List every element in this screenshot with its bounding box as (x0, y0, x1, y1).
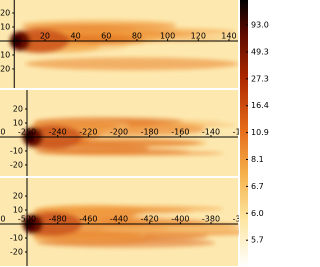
y-tick-label: -10 (0, 50, 10, 59)
colorbar-tick-label: 5.7 (251, 236, 264, 245)
panel: -280 -260 -240 -220 -200 -180 -160 -140 -120 -20 -… (0, 90, 251, 176)
x-tick-label: -160 (171, 127, 189, 136)
y-tick-label: 10 (13, 119, 23, 128)
x-tick-label: -260 (18, 127, 36, 136)
y-tick-label: -20 (10, 248, 23, 257)
plume (21, 117, 238, 156)
colorbar-tick-label: 27.3 (251, 74, 269, 83)
colorbar-tick-label: 16.4 (251, 101, 269, 110)
x-tick-label: 80 (132, 31, 142, 40)
x-tick-label: 40 (71, 31, 81, 40)
x-tick-label: 100 (160, 31, 175, 40)
x-tick-label: -220 (79, 127, 97, 136)
plume (21, 204, 239, 248)
x-tick-label: -360 (233, 215, 251, 224)
x-tick-label: 140 (221, 31, 236, 40)
colorbar-tick-label: 93.0 (251, 21, 269, 30)
x-tick-label: 120 (191, 31, 206, 40)
y-tick-label: -20 (0, 64, 10, 73)
x-tick-label: -120 (233, 127, 251, 136)
x-tick-label: -420 (141, 215, 159, 224)
plume (9, 19, 239, 71)
colorbar-tick-label: 8.1 (251, 155, 264, 164)
panel: -520 -500 -480 -460 -440 -420 -400 -380 -360 -20 -… (0, 178, 251, 266)
colorbar (240, 0, 248, 267)
y-tick-label: 20 (13, 105, 23, 114)
x-tick-label: -500 (18, 215, 36, 224)
x-tick-label: -240 (49, 127, 67, 136)
x-tick-label: -520 (0, 215, 5, 224)
x-tick-label: -480 (49, 215, 67, 224)
y-tick-label: 20 (13, 192, 23, 201)
y-tick-label: 10 (13, 206, 23, 215)
x-tick-label: 20 (40, 31, 50, 40)
x-tick-label: -200 (110, 127, 128, 136)
x-tick-label: 60 (101, 31, 111, 40)
colorbar-tick-label: 6.0 (251, 209, 264, 218)
x-tick-label: -400 (171, 215, 189, 224)
y-tick-label: 20 (0, 9, 10, 18)
y-tick-label: -20 (10, 160, 23, 169)
x-tick-label: -380 (202, 215, 220, 224)
colorbar-tick-label: 6.7 (251, 182, 264, 191)
x-tick-label: -440 (110, 215, 128, 224)
panel: 20 40 60 80 100 120 140 -20 -10 10 20 (0, 0, 239, 88)
x-tick-label: -180 (141, 127, 159, 136)
x-tick-label: -460 (79, 215, 97, 224)
y-tick-label: -10 (10, 234, 23, 243)
x-tick-label: -140 (202, 127, 220, 136)
colorbar-tick-label: 10.9 (251, 128, 269, 137)
colorbar-tick-label: 49.3 (251, 47, 269, 56)
x-tick-label: -280 (0, 127, 5, 136)
y-tick-label: -10 (10, 146, 23, 155)
y-tick-label: 10 (0, 23, 10, 32)
figure: 20406080100120140-20-101020-280-260-240-… (0, 0, 269, 267)
